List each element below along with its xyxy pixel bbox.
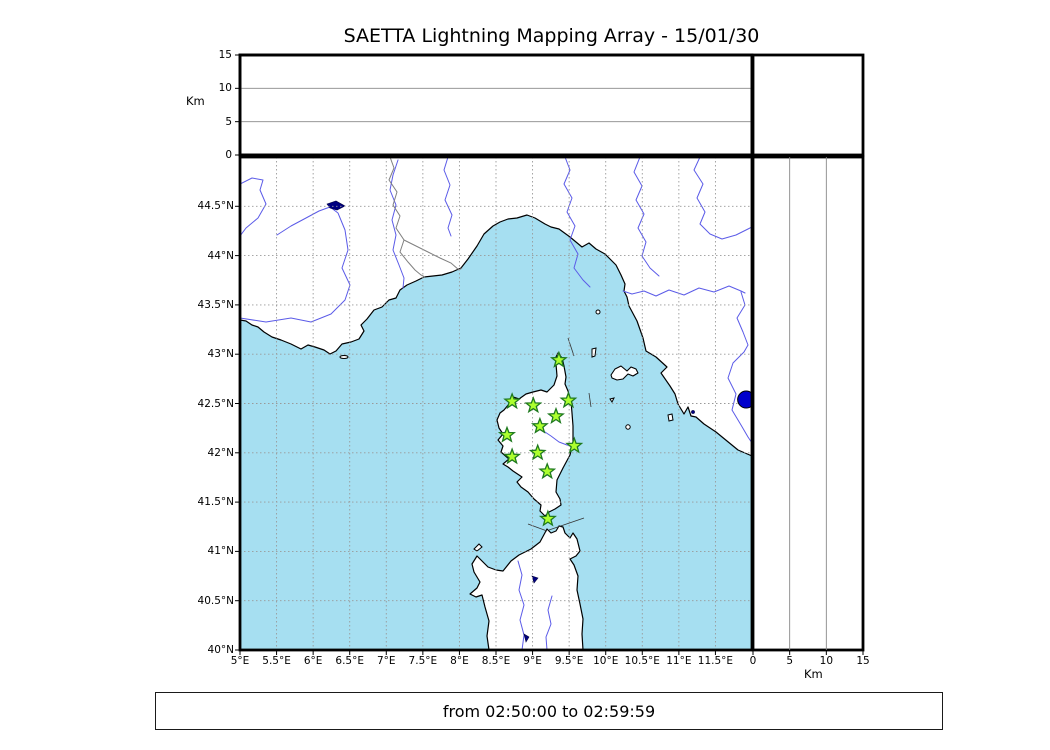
lon-tick-label: 5.5°E xyxy=(262,655,291,667)
station-star xyxy=(530,416,549,434)
right-panel-axis-unit: Km xyxy=(804,667,823,681)
altitude-tick-label: 0 xyxy=(749,655,757,667)
time-range-box: from 02:50:00 to 02:59:59 xyxy=(155,692,943,730)
lon-tick-label: 8°E xyxy=(450,655,469,667)
altitude-tick-label: 0 xyxy=(225,148,232,161)
axis-ticks xyxy=(235,54,864,655)
lakes xyxy=(326,200,695,643)
time-range-text: from 02:50:00 to 02:59:59 xyxy=(442,701,656,721)
station-star xyxy=(538,462,557,480)
island-corsica xyxy=(496,352,574,517)
altitude-tick-label: 10 xyxy=(218,82,232,95)
altitude-tick-label: 15 xyxy=(218,48,232,61)
lon-tick-label: 11°E xyxy=(666,655,692,667)
station-star xyxy=(497,425,516,443)
lon-tick-label: 10.5°E xyxy=(624,655,660,667)
lat-tick-label: 43.5°N xyxy=(197,298,234,311)
top-panel-axis-unit: Km xyxy=(186,94,205,108)
lon-tick-label: 7°E xyxy=(376,655,396,667)
map-grid xyxy=(240,157,752,650)
lon-tick-label: 10°E xyxy=(593,655,619,667)
page-title: SAETTA Lightning Mapping Array - 15/01/3… xyxy=(343,25,760,47)
map-frame xyxy=(238,155,754,652)
station-star xyxy=(546,406,565,425)
altitude-tick-label: 15 xyxy=(856,655,870,667)
top-panel-frame xyxy=(238,53,754,157)
station-star xyxy=(524,396,543,414)
lat-tick-label: 43°N xyxy=(207,347,234,360)
island-pianosa xyxy=(609,397,615,403)
island-hyeres xyxy=(339,355,349,359)
lat-tick-label: 40.5°N xyxy=(197,594,234,607)
rivers xyxy=(240,157,752,650)
island-sardinia xyxy=(469,525,584,650)
lat-tick-label: 44.5°N xyxy=(197,200,234,213)
altitude-panel-grid xyxy=(240,87,827,650)
lat-tick-label: 42°N xyxy=(207,446,234,459)
lon-tick-label: 9.5°E xyxy=(554,655,584,667)
station-star xyxy=(565,436,584,454)
lon-tick-label: 7.5°E xyxy=(408,655,438,667)
station-star xyxy=(559,391,578,409)
lat-tick-label: 42.5°N xyxy=(197,397,234,410)
lat-tick-label: 41.5°N xyxy=(197,495,234,508)
station-star xyxy=(549,350,568,368)
altitude-tick-label: 5 xyxy=(786,655,793,667)
lon-tick-label: 11.5°E xyxy=(697,655,734,667)
island-asinara xyxy=(473,543,483,552)
island-montecristo xyxy=(625,424,631,430)
island-elba xyxy=(610,365,639,381)
lat-tick-label: 44°N xyxy=(207,249,234,262)
sensor-circle xyxy=(737,390,752,409)
island-gorgona xyxy=(595,309,601,315)
altitude-tick-label: 5 xyxy=(225,115,232,128)
lon-tick-label: 8.5°E xyxy=(481,655,511,667)
station-star xyxy=(528,443,547,461)
lat-tick-label: 40°N xyxy=(207,643,234,656)
lon-tick-label: 9°E xyxy=(523,655,542,667)
histogram-panel xyxy=(751,53,865,157)
lon-tick-label: 5°E xyxy=(230,655,250,667)
map-geography xyxy=(240,157,752,650)
station-markers xyxy=(497,350,752,527)
altitude-longitude-panel xyxy=(238,53,754,157)
lat-tick-label: 41°N xyxy=(207,545,234,558)
station-star xyxy=(538,509,557,527)
altitude-latitude-panel xyxy=(751,155,865,652)
island-capraia xyxy=(591,347,597,358)
altitude-tick-label: 10 xyxy=(819,655,834,667)
island-giglio xyxy=(667,413,674,422)
lon-tick-label: 6°E xyxy=(303,655,323,667)
coastline-mainland xyxy=(240,157,752,457)
station-star xyxy=(503,447,522,465)
lon-tick-label: 6.5°E xyxy=(335,655,364,667)
station-star xyxy=(503,392,522,410)
